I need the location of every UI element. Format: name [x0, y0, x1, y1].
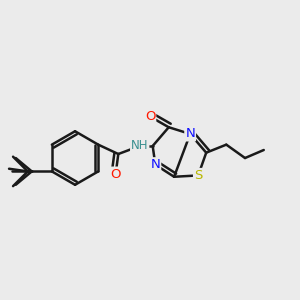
Text: N: N — [151, 158, 160, 171]
Text: O: O — [145, 110, 155, 123]
Text: S: S — [194, 169, 202, 182]
Text: N: N — [185, 128, 195, 140]
Text: O: O — [110, 168, 121, 181]
Text: NH: NH — [131, 140, 148, 152]
